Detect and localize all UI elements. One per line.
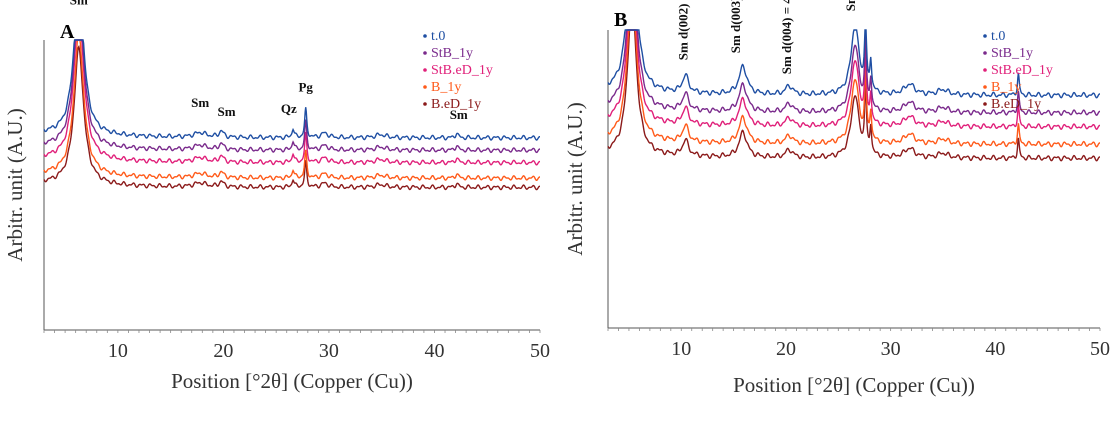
legend-label: t.0 <box>431 29 445 44</box>
peak-annotation: Sm d(002) = 8.53 Å <box>676 0 691 60</box>
legend-marker <box>983 68 987 72</box>
peak-annotation: Sm <box>191 95 209 110</box>
series-line-stb-ed-1y <box>43 39 541 166</box>
x-tick-label: 50 <box>1090 338 1110 360</box>
x-tick-label: 10 <box>108 340 128 362</box>
panel-letter: A <box>60 21 75 43</box>
legend-marker <box>423 85 427 89</box>
legend-label: StB.eD_1y <box>991 63 1053 78</box>
panel-b: B 10 20 30 40 50 Position [°2θ] (Copper (Cu)) A… <box>563 0 1110 397</box>
series-line-b-1y <box>43 39 541 182</box>
series-line-stb-ed-1y <box>607 29 1101 131</box>
panel-a: A 10 20 30 40 50 Position [°2θ] (Copper (Cu)) A… <box>3 0 550 393</box>
x-tick-label: 40 <box>424 340 444 362</box>
legend-marker <box>423 34 427 38</box>
legend-marker <box>423 68 427 72</box>
x-tick-label: 20 <box>776 338 796 360</box>
peak-annotation: Sm <box>450 107 468 122</box>
series-line-stb-1y <box>43 39 541 154</box>
legend-marker <box>423 51 427 55</box>
legend-label: StB_1y <box>431 46 473 61</box>
x-axis-label: Position [°2θ] (Copper (Cu)) <box>171 369 413 393</box>
legend-marker <box>983 51 987 55</box>
legend-marker <box>983 102 987 106</box>
y-axis-label: Arbitr. unit (A.U.) <box>3 108 27 261</box>
legend-label: t.0 <box>991 29 1005 44</box>
legend-marker <box>983 85 987 89</box>
series-line-b-ed-1y <box>43 45 541 191</box>
series-line-t-0 <box>607 29 1101 99</box>
peak-annotation: Sm <box>218 104 236 119</box>
legend-label: B_1y <box>991 80 1021 95</box>
series-line-stb-1y <box>607 29 1101 117</box>
legend-label: StB.eD_1y <box>431 63 493 78</box>
legend-marker <box>983 34 987 38</box>
legend-label: B_1y <box>431 80 461 95</box>
series-line-b-1y <box>607 29 1101 148</box>
x-tick-label: 20 <box>213 340 233 362</box>
legend-label: B.eD_1y <box>991 97 1041 112</box>
peak-annotation: Sm <box>70 0 88 8</box>
x-tick-label: 10 <box>671 338 691 360</box>
x-tick-label: 30 <box>319 340 339 362</box>
x-tick-label: 30 <box>881 338 901 360</box>
peak-annotation: Sm d(005) = 3.34 Å <box>843 0 858 11</box>
x-tick-label: 50 <box>530 340 550 362</box>
peak-annotation: Sm d(003) = 5.54 Å <box>728 0 743 53</box>
peak-annotation: Qz <box>281 101 297 116</box>
peak-annotation: Sm d(004) = 4.25 Å <box>779 0 794 74</box>
legend-label: B.eD_1y <box>431 97 481 112</box>
series-line-b-ed-1y <box>607 29 1101 162</box>
x-axis-label: Position [°2θ] (Copper (Cu)) <box>733 373 975 397</box>
series-line-t-0 <box>43 39 541 141</box>
legend-marker <box>423 102 427 106</box>
y-axis-label: Arbitr. unit (A.U.) <box>563 102 587 255</box>
legend-label: StB_1y <box>991 46 1033 61</box>
x-tick-label: 40 <box>985 338 1005 360</box>
panel-letter: B <box>614 9 627 31</box>
peak-annotation: Pg <box>298 79 313 94</box>
